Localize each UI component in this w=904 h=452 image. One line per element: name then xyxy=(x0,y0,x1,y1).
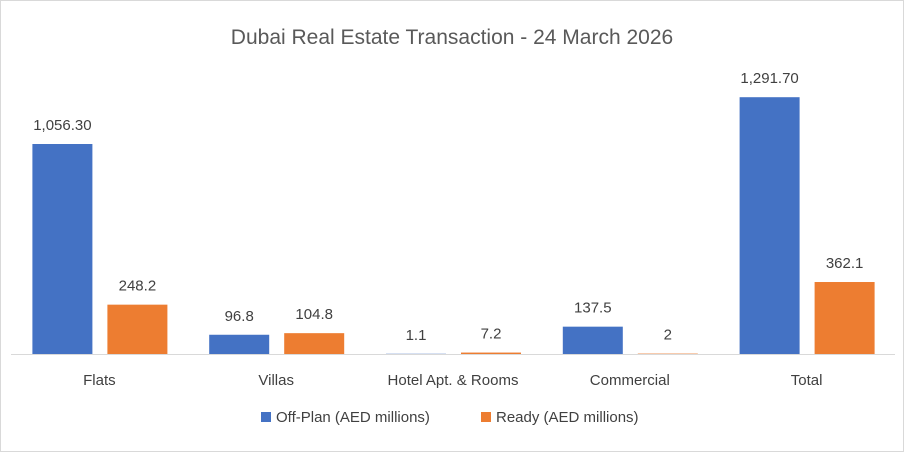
legend-label-ready: Ready (AED millions) xyxy=(496,409,639,426)
bar-ready-total xyxy=(814,282,875,354)
legend-swatch-off-plan xyxy=(261,412,271,422)
bar-ready-hotel-apt-rooms xyxy=(461,352,521,354)
legend-swatch-ready xyxy=(481,412,491,422)
value-label-off-plan-flats: 1,056.30 xyxy=(33,117,91,134)
legend-label-off-plan: Off-Plan (AED millions) xyxy=(276,409,430,426)
value-label-ready-villas: 104.8 xyxy=(295,306,333,323)
value-label-off-plan-villas: 96.8 xyxy=(225,308,254,325)
x-tick-label-total: Total xyxy=(791,372,823,389)
bar-off-plan-flats xyxy=(32,144,93,354)
value-label-off-plan-commercial: 137.5 xyxy=(574,300,612,317)
x-tick-label-hotel-apt-rooms: Hotel Apt. & Rooms xyxy=(388,372,519,389)
bars-layer xyxy=(32,97,875,354)
value-label-off-plan-total: 1,291.70 xyxy=(740,70,798,87)
bar-off-plan-villas xyxy=(209,334,270,354)
value-label-off-plan-hotel-apt-rooms: 1.1 xyxy=(406,327,427,344)
bar-ready-flats xyxy=(107,304,168,354)
value-label-ready-flats: 248.2 xyxy=(119,278,157,295)
x-tick-label-villas: Villas xyxy=(258,372,294,389)
bar-ready-villas xyxy=(284,333,345,354)
chart-title: Dubai Real Estate Transaction - 24 March… xyxy=(231,26,673,49)
x-tick-label-commercial: Commercial xyxy=(590,372,670,389)
value-labels-layer: 1,056.30 248.2 96.8 104.8 1.1 7.2 137.5 2 1,291.… xyxy=(33,70,863,344)
value-label-ready-commercial: 2 xyxy=(664,327,672,344)
x-tick-label-flats: Flats xyxy=(83,372,116,389)
x-axis-ticks-layer: Flats Villas Hotel Apt. & Rooms Commercial T… xyxy=(83,372,822,389)
bar-off-plan-commercial xyxy=(562,326,623,354)
legend: Off-Plan (AED millions) Ready (AED millio… xyxy=(261,409,639,426)
value-label-ready-hotel-apt-rooms: 7.2 xyxy=(481,326,502,343)
value-label-ready-total: 362.1 xyxy=(826,255,864,272)
bar-off-plan-total xyxy=(739,97,800,354)
